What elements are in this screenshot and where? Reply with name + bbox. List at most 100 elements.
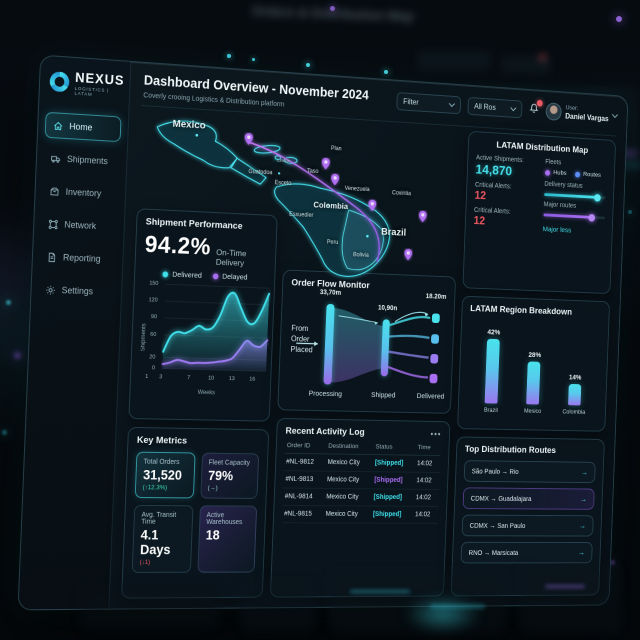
- route-item[interactable]: CDMX → San Paulo →: [461, 514, 594, 537]
- sidebar-item-home[interactable]: Home: [44, 111, 122, 143]
- table-row[interactable]: #NL-9814 Mexico City [Shipped] 14:02: [282, 488, 440, 507]
- backdrop-notification-dot: [539, 54, 546, 61]
- bar: [526, 361, 541, 405]
- scope-dropdown[interactable]: All Ros: [466, 96, 523, 119]
- sidebar-item-reporting[interactable]: Reporting: [39, 243, 116, 272]
- legend-dot: [574, 171, 580, 178]
- status-badge: [Shipped]: [373, 494, 403, 501]
- avatar: [544, 102, 562, 121]
- sidebar-item-label: Home: [69, 121, 93, 133]
- glow-dot: [252, 58, 255, 61]
- column-header[interactable]: Order ID: [284, 440, 327, 454]
- glow-dot: [6, 300, 11, 305]
- y-axis-ticks: 150 120 90 60 20 0: [148, 280, 159, 372]
- region-bar-colombia[interactable]: 14% Colombia: [562, 372, 586, 416]
- stage-label: Processing: [308, 388, 343, 399]
- metric-fleet-capacity[interactable]: Fleet Capacity 79% (→): [199, 452, 260, 499]
- scope-label: All Ros: [474, 102, 496, 112]
- notifications-button[interactable]: [528, 99, 543, 119]
- more-options-icon[interactable]: •••: [430, 428, 442, 439]
- on-time-delivery-caption: On-Time Delivery: [215, 247, 247, 268]
- sidebar-item-shipments[interactable]: Shipments: [43, 145, 120, 175]
- slider-knob[interactable]: [588, 213, 596, 222]
- main-area: Dashboard Overview - November 2024 Cover…: [109, 62, 627, 609]
- table-row[interactable]: #NL-9813 Mexico City [Shipped] 14:02: [283, 470, 440, 490]
- home-icon: [54, 121, 63, 131]
- region-breakdown-panel: LATAM Region Breakdown 42% Brazil 28%: [457, 295, 611, 432]
- sidebar-nav: Home Shipments Inventory Network: [38, 111, 122, 305]
- sidebar-item-inventory[interactable]: Inventory: [42, 178, 119, 208]
- logo-subtitle: LOGISTICS | LATAM: [74, 85, 110, 97]
- backdrop-dropdown: [418, 52, 490, 70]
- sidebar-item-label: Reporting: [62, 252, 101, 264]
- table-row[interactable]: #NL-9815 Mexico City [Shipped] 14:02: [281, 505, 439, 524]
- notification-badge: [536, 99, 543, 107]
- route-item[interactable]: RNO → Marsicata →: [460, 541, 593, 564]
- chevron-down-icon: [612, 111, 618, 119]
- status-badge: [Shipped]: [374, 459, 404, 467]
- critical-alerts-value: 12: [474, 188, 487, 203]
- panel-title: Key Metrics: [136, 434, 188, 447]
- dashboard-window: NEXUS LOGISTICS | LATAM Home Shipments: [17, 54, 629, 611]
- filter-dropdown[interactable]: Filter: [395, 92, 461, 115]
- glow-dot: [306, 63, 310, 67]
- bar: [484, 338, 500, 404]
- sidebar-item-settings[interactable]: Settings: [38, 276, 115, 305]
- legend-delayed: Delayed: [212, 271, 248, 282]
- legend-routes[interactable]: Routes: [574, 171, 601, 179]
- panel-title: LATAM Distribution Map: [496, 140, 589, 156]
- reflection: [430, 605, 485, 608]
- user-menu[interactable]: User: Daniel Vargas: [544, 102, 618, 124]
- legend-hubs[interactable]: Hubs: [544, 169, 567, 177]
- slider-knob[interactable]: [593, 193, 601, 202]
- stage-value: 33,70m: [319, 289, 342, 297]
- region-bar-brazil[interactable]: 42% Brazil: [483, 327, 501, 414]
- delta-flat: (→): [207, 484, 218, 492]
- gear-icon: [45, 284, 56, 295]
- box-icon: [50, 187, 59, 196]
- nexus-logo-icon: [49, 72, 70, 93]
- column-header[interactable]: Destination: [326, 440, 374, 455]
- column-header[interactable]: Status: [373, 441, 417, 456]
- performance-chart-svg: [160, 280, 271, 377]
- glow-dot: [616, 16, 622, 22]
- route-item[interactable]: São Paulo → Rio →: [463, 460, 596, 484]
- chevron-down-icon: [509, 104, 516, 112]
- x-axis-ticks: 1 3 7 10 13 16: [145, 374, 256, 383]
- table-row[interactable]: #NL-9812 Mexico City [Shipped] 14:02: [283, 453, 441, 473]
- sidebar-item-network[interactable]: Network: [41, 210, 118, 239]
- region-bar-mexico[interactable]: 28% Mesico: [523, 350, 542, 415]
- key-metrics-panel: Key Metrics Total Orders 31,520 (↑12.3%)…: [121, 426, 270, 599]
- glow-dot: [384, 70, 388, 74]
- glow-dot: [628, 210, 632, 214]
- status-badge: [Shipped]: [372, 511, 402, 519]
- sidebar-item-label: Network: [64, 219, 97, 231]
- glow-dot: [227, 54, 231, 58]
- arrow-right-icon: →: [580, 494, 588, 504]
- column-header[interactable]: Time: [415, 442, 441, 456]
- delivery-status-slider[interactable]: [543, 193, 606, 202]
- order-flow-graphic: [287, 303, 440, 385]
- reflection-glow: [388, 588, 498, 640]
- on-time-delivery-value: 94.2%: [144, 231, 212, 261]
- legend-delivered: Delivered: [162, 269, 202, 280]
- metric-active-warehouses[interactable]: Active Warehouses 18: [196, 505, 258, 573]
- sidebar: NEXUS LOGISTICS | LATAM Home Shipments: [18, 55, 132, 610]
- major-routes-slider[interactable]: [543, 213, 605, 222]
- arrow-right-icon: →: [579, 521, 587, 531]
- route-item[interactable]: CDMX → Guadalajara →: [462, 487, 595, 510]
- critical-alerts-value: 12: [473, 213, 486, 228]
- reflection: [520, 566, 620, 632]
- x-axis-label: Weeks: [197, 389, 216, 397]
- stage-label: Shipped: [370, 390, 396, 400]
- metric-total-orders[interactable]: Total Orders 31,520 (↑12.3%): [134, 451, 196, 499]
- arrow-right-icon: →: [578, 548, 586, 557]
- activity-log-panel: Recent Activity Log ••• Order ID Destina…: [269, 417, 451, 598]
- reflection: [545, 585, 585, 588]
- slider-label: Delivery status: [544, 181, 583, 190]
- reflection: [350, 590, 410, 593]
- shipment-performance-panel: Shipment Performance 94.2% On-Time Deliv…: [128, 208, 278, 422]
- metric-avg-transit-time[interactable]: Avg. Transit Time 4.1 Days (↓1): [131, 504, 194, 573]
- major-less-link[interactable]: Major less: [542, 224, 572, 235]
- bar: [567, 383, 582, 406]
